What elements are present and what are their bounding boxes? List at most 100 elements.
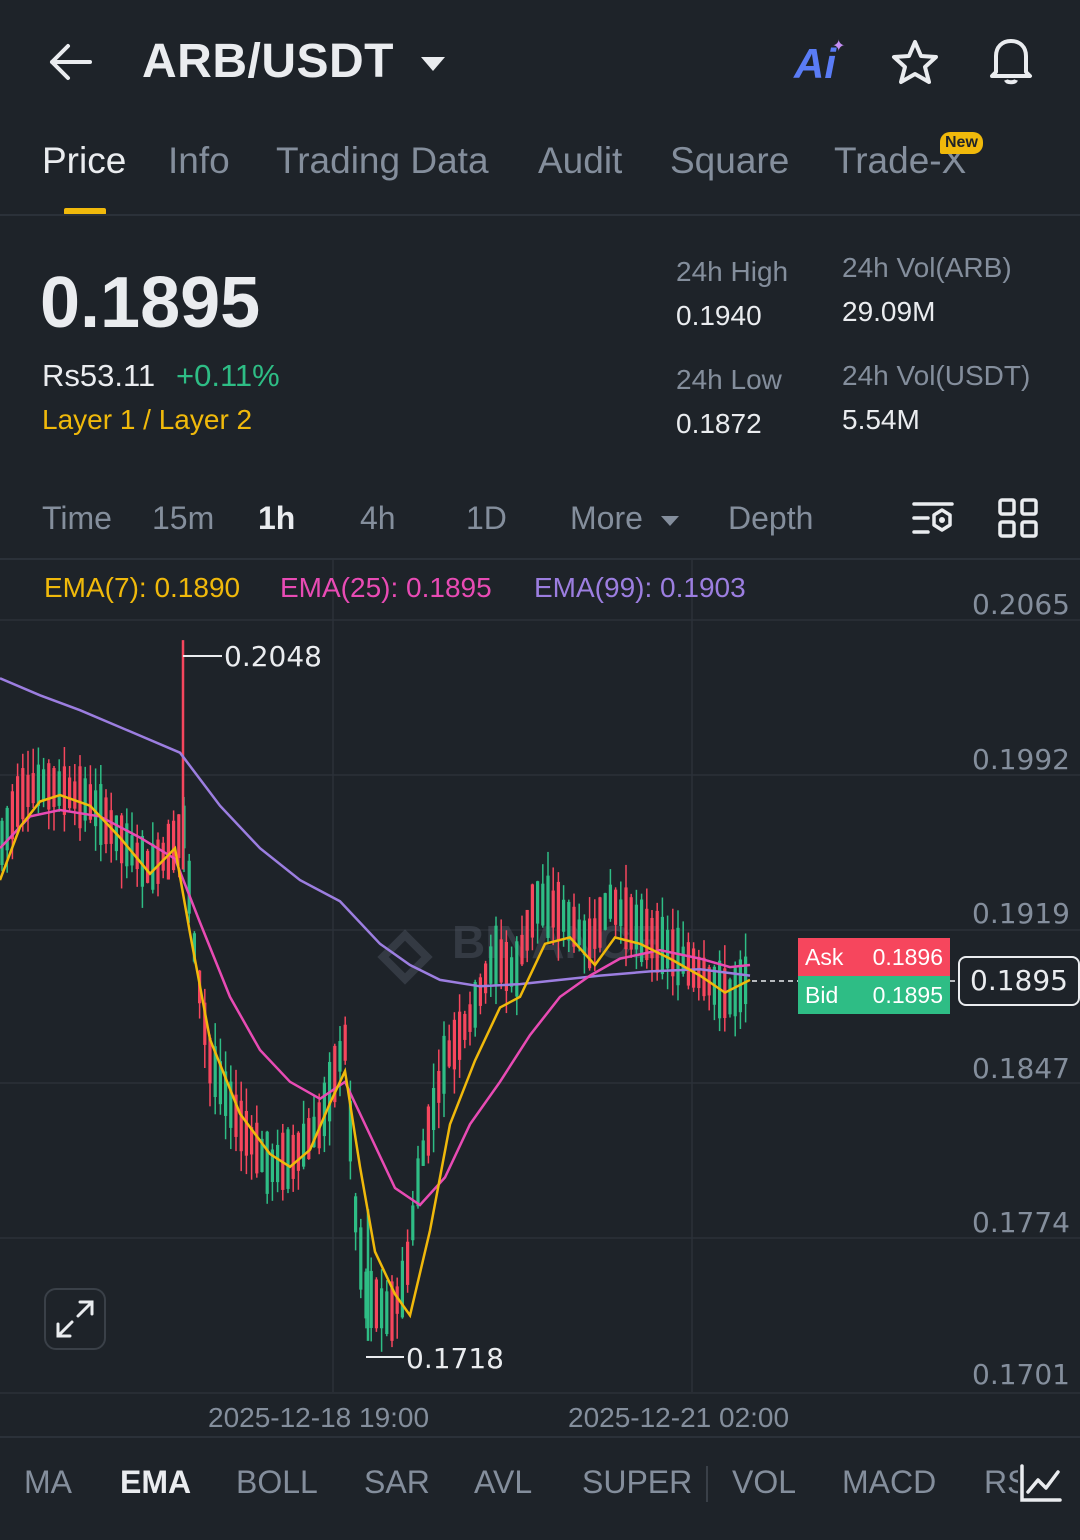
indicator-ma[interactable]: MA [24,1464,72,1500]
high-value: 0.1940 [676,300,762,331]
chart-grid [0,560,1080,1394]
ask-value: 0.1896 [872,944,943,970]
candle-body [348,1100,352,1162]
ema7-line [0,793,751,1319]
candle-body [374,1279,378,1329]
candle-body [146,850,150,883]
indicator-settings-button[interactable] [1018,1462,1062,1504]
candle-body [510,957,514,987]
ask-box: Ask 0.1896 [798,938,950,976]
candle-body [645,908,649,961]
candle-body [213,1046,217,1098]
indicator-avl[interactable]: AVL [474,1464,533,1500]
candle-body [416,1158,420,1207]
candle-body [530,884,534,938]
candle-body [286,1129,290,1189]
candle-body [666,929,670,969]
x-tick: 2025-12-21 02:00 [568,1402,790,1433]
indicator-super[interactable]: SUPER [582,1464,693,1500]
candle-body [322,1082,326,1137]
layout-button[interactable] [998,498,1038,538]
tf-1d[interactable]: 1D [466,500,507,536]
last-price: 0.1895 [40,263,261,343]
candle-body [614,889,618,925]
candle-body [338,1041,342,1072]
tab-square[interactable]: Square [670,140,790,181]
timeframe-divider [0,558,1080,560]
alert-button[interactable] [986,34,1036,86]
price-chart[interactable]: BINANCE 0.2048 0.1718 [0,560,1080,1440]
indicator-boll[interactable]: BOLL [236,1464,318,1500]
tab-price[interactable]: Price [42,140,127,181]
ai-button[interactable]: Ai ✦ [794,38,850,86]
candle-body [83,778,87,821]
candle-body [624,887,628,950]
candle-body [484,963,488,994]
tab-info[interactable]: Info [168,140,230,181]
indicator-ema[interactable]: EMA [120,1464,192,1500]
sparkle-icon: ✦ [832,38,846,55]
price-change: +0.11% [176,358,280,393]
candle-body [135,842,139,870]
candle-body [598,897,602,948]
candle-body [473,982,477,1028]
indicator-divider [0,1436,1080,1438]
candle-body [343,1024,347,1061]
tab-audit[interactable]: Audit [538,140,623,181]
tf-more[interactable]: More [570,500,680,537]
candle-body [192,933,196,962]
candle-body [177,814,181,859]
bid-box: Bid 0.1895 [798,976,950,1014]
candle-body [546,875,550,939]
new-badge: New [940,132,983,154]
candle-body [187,860,191,914]
indicator-vol[interactable]: VOL [732,1464,797,1500]
back-button[interactable] [44,38,96,86]
fullscreen-button[interactable] [44,1288,106,1350]
indicator-rsi[interactable]: RSI [984,1464,1024,1500]
tf-1h[interactable]: 1h [258,500,296,536]
candle-body [582,920,586,956]
candle-body [62,766,66,815]
candle-body [250,1126,254,1155]
pair-selector[interactable]: ARB/USDT [142,34,446,89]
tab-active-indicator [64,208,106,215]
candle-body [432,1087,436,1131]
candle-body [359,1227,363,1290]
tabs-divider [0,214,1080,216]
category-tags[interactable]: Layer 1 / Layer 2 [42,404,253,435]
candle-body [478,977,482,1006]
candle-body [73,781,77,809]
favorite-button[interactable] [890,38,940,86]
chart-settings-button[interactable] [912,498,954,538]
candle-body [603,893,607,930]
candle-body [499,939,503,983]
candle-body [650,917,654,959]
candle-body [239,1100,243,1152]
candle-body [452,1019,456,1070]
tf-15m[interactable]: 15m [152,500,215,536]
indicator-macd[interactable]: MACD [842,1464,937,1500]
candle-body [489,946,493,984]
tf-4h[interactable]: 4h [360,500,396,536]
tf-time[interactable]: Time [42,500,112,536]
candle-body [229,1081,233,1128]
candle-body [733,966,737,1017]
candle-body [276,1144,280,1183]
candle-body [676,927,680,986]
candle-body [421,1140,425,1166]
vol-arb-label: 24h Vol(ARB) [842,252,1012,283]
tf-depth[interactable]: Depth [728,500,814,536]
indicator-sar[interactable]: SAR [364,1464,430,1500]
candle-body [525,909,529,951]
current-price-tag: 0.1895 [958,956,1080,1006]
candle-body [208,1037,212,1084]
low-annotation: 0.1718 [406,1342,504,1375]
tab-trading-data[interactable]: Trading Data [276,140,489,181]
candle-body [270,1149,274,1182]
tf-more-label: More [570,500,643,536]
candle-body [634,904,638,950]
candle-body [390,1281,394,1341]
pair-title: ARB/USDT [142,35,394,88]
candle-body [47,763,51,810]
